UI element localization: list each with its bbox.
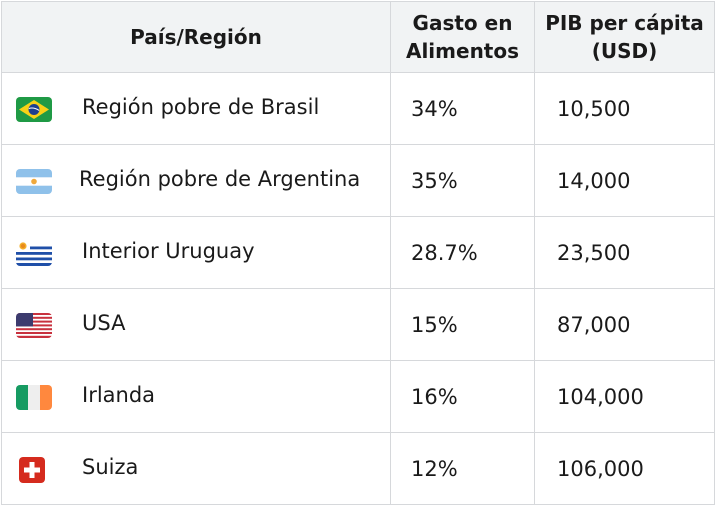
region-name: Región pobre de Argentina	[79, 167, 361, 191]
gdp-cell: 14,000	[534, 144, 715, 217]
table-row: Suiza 12% 106,000	[1, 432, 715, 505]
uruguay-flag-icon	[16, 241, 52, 266]
table-row: Región pobre de Argentina 35% 14,000	[1, 144, 715, 217]
brazil-flag-icon	[16, 97, 52, 122]
switzerland-flag-icon	[19, 457, 45, 483]
header-region: País/Región	[1, 1, 391, 73]
food-spending-cell: 34%	[390, 72, 535, 145]
region-name: USA	[82, 311, 126, 335]
gdp-cell: 106,000	[534, 432, 715, 505]
header-food-spending: Gasto en Alimentos	[390, 1, 535, 73]
argentina-flag-icon	[16, 169, 52, 194]
region-name: Suiza	[82, 455, 139, 479]
region-cell: Irlanda	[1, 360, 391, 433]
region-cell: Interior Uruguay	[1, 216, 391, 289]
region-name: Irlanda	[82, 383, 156, 407]
table-row: USA 15% 87,000	[1, 288, 715, 361]
header-gdp: PIB per cápita (USD)	[534, 1, 715, 73]
food-spending-cell: 16%	[390, 360, 535, 433]
region-cell: Suiza	[1, 432, 391, 505]
region-cell: Región pobre de Brasil	[1, 72, 391, 145]
food-spending-cell: 12%	[390, 432, 535, 505]
header-food-line2: Alimentos	[405, 39, 520, 63]
region-cell: USA	[1, 288, 391, 361]
region-cell: Región pobre de Argentina	[1, 144, 391, 217]
food-spending-cell: 15%	[390, 288, 535, 361]
food-spending-table: País/Región Gasto en Alimentos PIB per c…	[1, 1, 715, 505]
table-row: Irlanda 16% 104,000	[1, 360, 715, 433]
food-spending-cell: 28.7%	[390, 216, 535, 289]
usa-flag-icon	[16, 313, 52, 338]
region-name: Interior Uruguay	[82, 239, 255, 263]
table-row: Región pobre de Brasil 34% 10,500	[1, 72, 715, 145]
header-row: País/Región Gasto en Alimentos PIB per c…	[1, 1, 715, 73]
ireland-flag-icon	[16, 385, 52, 410]
gdp-cell: 87,000	[534, 288, 715, 361]
food-spending-cell: 35%	[390, 144, 535, 217]
header-food-line1: Gasto en	[412, 11, 513, 35]
table-row: Interior Uruguay 28.7% 23,500	[1, 216, 715, 289]
gdp-cell: 104,000	[534, 360, 715, 433]
header-gdp-line2: (USD)	[591, 39, 658, 63]
header-gdp-line1: PIB per cápita	[545, 11, 704, 35]
gdp-cell: 23,500	[534, 216, 715, 289]
region-name: Región pobre de Brasil	[82, 95, 320, 119]
gdp-cell: 10,500	[534, 72, 715, 145]
